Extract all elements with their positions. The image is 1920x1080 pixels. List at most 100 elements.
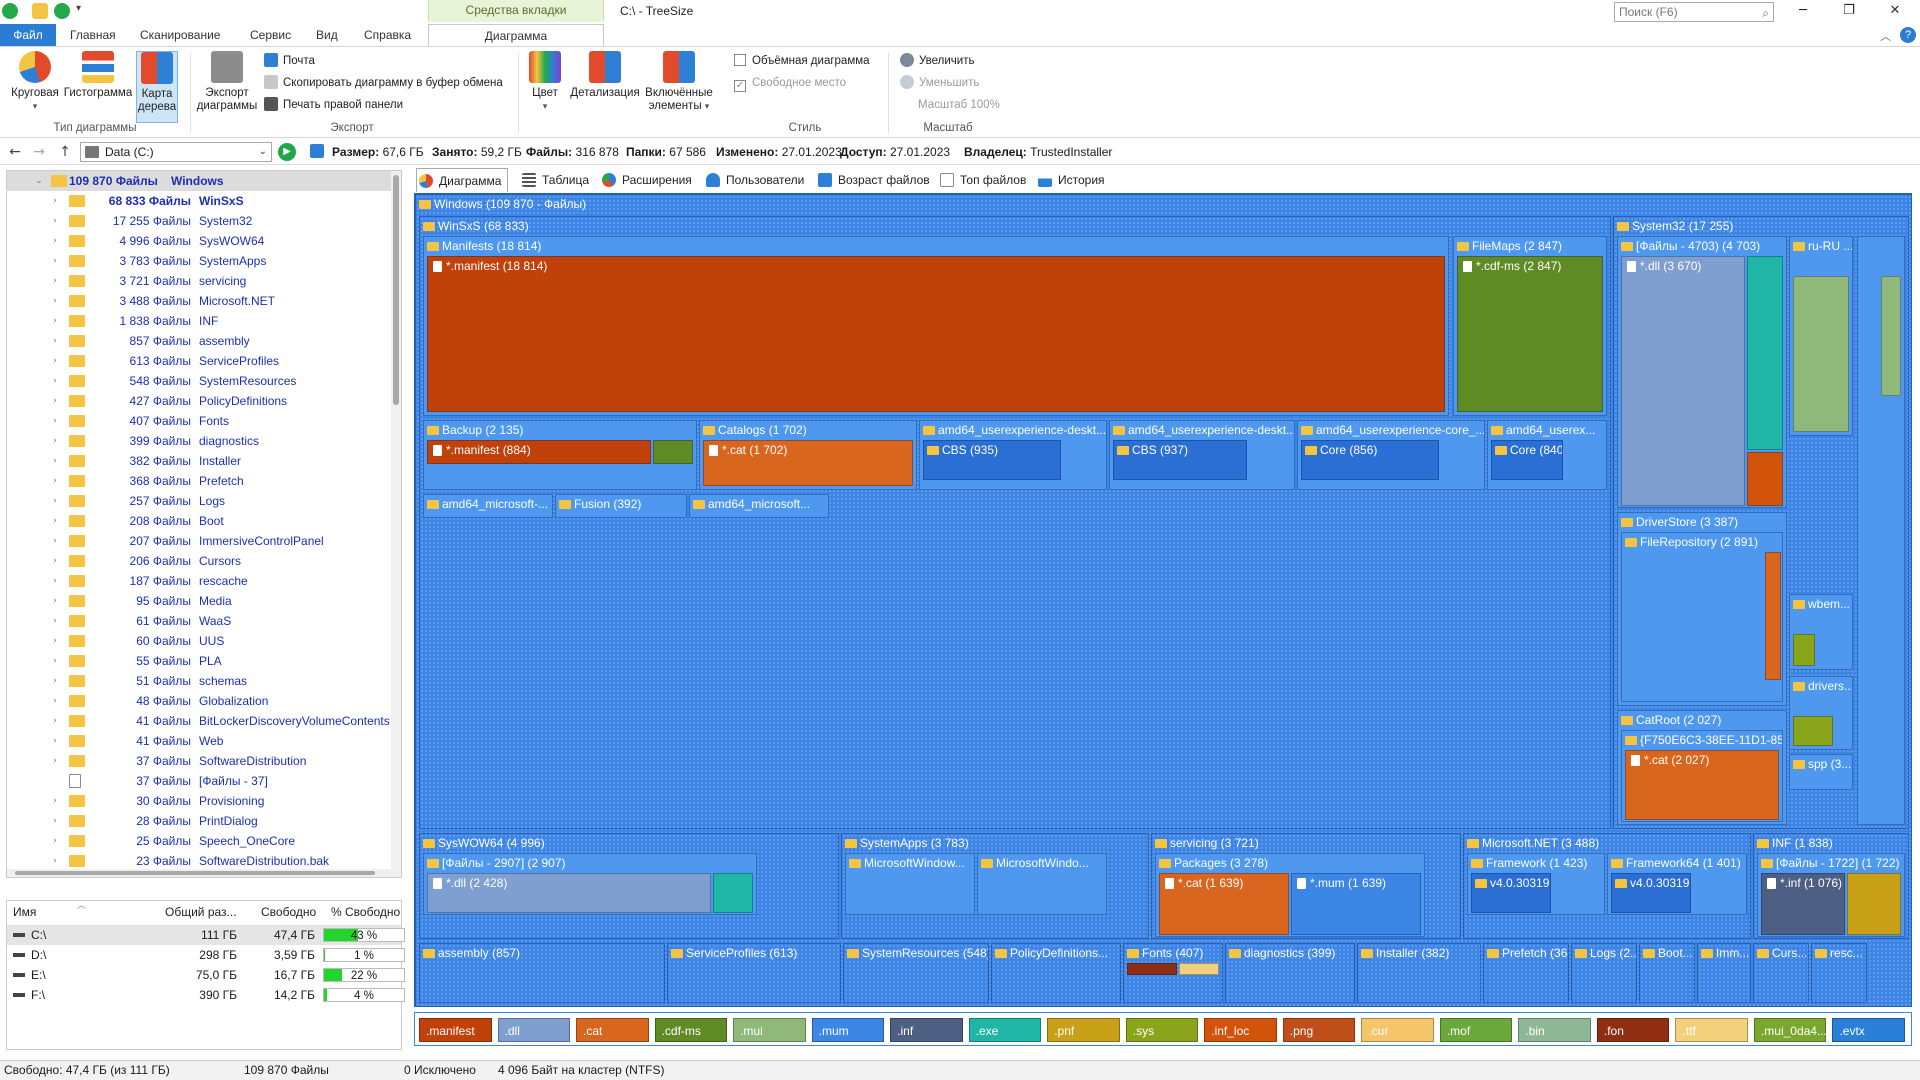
tree-item[interactable]: › 207 Файлы ImmersiveControlPanel [7,531,391,551]
up-arrow-icon[interactable]: ↑ [59,144,71,160]
treemap-block-core2[interactable]: Core (840) [1491,440,1563,480]
expand-icon[interactable]: › [53,636,57,646]
treemap-block-assembly[interactable]: assembly (857) [419,943,665,1003]
tab-diagram[interactable]: Диаграмма [428,24,604,46]
legend-item[interactable]: .exe [968,1018,1042,1042]
treemap-block-sys32-dll[interactable]: *.dll (3 670) [1621,256,1745,506]
tree-item[interactable]: › 257 Файлы Logs [7,491,391,511]
expand-icon[interactable]: › [53,516,57,526]
expand-icon[interactable]: › [53,376,57,386]
column-header-free[interactable]: Свободно [261,905,317,919]
treemap-block-prefetch[interactable]: Prefetch (368) [1483,943,1569,1003]
folder-icon[interactable] [32,3,48,19]
legend-item[interactable]: .evtx [1832,1018,1905,1042]
treemap-block-catroot-cat[interactable]: *.cat (2 027) [1625,750,1779,820]
treemap-block-imm[interactable]: Imm... [1697,943,1751,1003]
drive-row[interactable]: F:\ 390 ГБ 14,2 ГБ 4 % [7,985,405,1005]
tree-item[interactable]: › 399 Файлы diagnostics [7,431,391,451]
expand-icon[interactable]: › [53,616,57,626]
treemap-block-curs[interactable]: Curs... [1753,943,1809,1003]
treemap-block-fonts-fon[interactable] [1127,963,1177,975]
tree-item[interactable]: › 51 Файлы schemas [7,671,391,691]
expand-icon[interactable]: › [53,536,57,546]
treemap-block-cbs2[interactable]: CBS (937) [1113,440,1247,480]
legend-item[interactable]: .mui [733,1018,806,1042]
search-icon[interactable]: ⌕ [1762,6,1769,20]
tab-file-age[interactable]: Возраст файлов [816,168,930,192]
tree-item[interactable]: › 17 255 Файлы System32 [7,211,391,231]
treemap-block-amd-ms2[interactable]: amd64_microsoft... [689,494,829,518]
tree-item[interactable]: › 368 Файлы Prefetch [7,471,391,491]
treemap-block-cbs1[interactable]: CBS (935) [923,440,1061,480]
tab-top-files[interactable]: Топ файлов [938,168,1026,192]
drive-select[interactable]: Data (C:) ⌄ [80,142,272,162]
expand-icon[interactable]: › [53,496,57,506]
tree-item[interactable]: › 28 Файлы PrintDialog [7,811,391,831]
treemap-block-amd-ms1[interactable]: amd64_microsoft-... [423,494,553,518]
tree-item[interactable]: › 382 Файлы Installer [7,451,391,471]
tab-users[interactable]: Пользователи [704,168,804,192]
legend-item[interactable]: .mof [1439,1018,1513,1042]
treemap-block-syswow-dll[interactable]: *.dll (2 428) [427,873,711,913]
expand-icon[interactable]: › [53,316,57,326]
treemap-block-sys32-exe[interactable] [1747,256,1783,450]
tab-table[interactable]: Таблица [520,168,589,192]
drive-row[interactable]: E:\ 75,0 ГБ 16,7 ГБ 22 % [7,965,405,985]
legend-item[interactable]: .sys [1125,1018,1199,1042]
expand-icon[interactable]: › [53,836,57,846]
expand-icon[interactable]: › [53,256,57,266]
color-button[interactable]: Цвет ▾ [524,51,566,113]
legend-item[interactable]: .cat [576,1018,649,1042]
treemap-block-mswindow1[interactable]: MicrosoftWindow... [845,853,975,915]
drive-row[interactable]: C:\ 111 ГБ 47,4 ГБ 43 % [7,925,405,945]
legend-item[interactable]: .bin [1518,1018,1591,1042]
folder-tree[interactable]: ⌄ 109 870 Файлы Windows › 68 833 Файлы Win… [6,170,402,878]
column-header-pct-free[interactable]: % Свободно [331,905,401,919]
legend-item[interactable]: .inf_loc [1204,1018,1277,1042]
refresh-icon[interactable] [54,3,70,19]
tree-item[interactable]: › 857 Файлы assembly [7,331,391,351]
expand-icon[interactable]: › [53,716,57,726]
expand-icon[interactable]: › [53,436,57,446]
expand-icon[interactable]: › [53,656,57,666]
treemap-block-fonts-ttf[interactable] [1179,963,1219,975]
treemap-block-diagnostics[interactable]: diagnostics (399) [1225,943,1355,1003]
tab-history[interactable]: История [1036,168,1105,192]
forward-arrow-icon[interactable]: → [33,144,45,160]
histogram-button[interactable]: Гистограмма [62,51,134,100]
tree-item[interactable]: › 206 Файлы Cursors [7,551,391,571]
tree-item[interactable]: › 3 783 Файлы SystemApps [7,251,391,271]
tree-item[interactable]: › 60 Файлы UUS [7,631,391,651]
tree-item[interactable]: › 41 Файлы BitLockerDiscoveryVolumeContent… [7,711,391,731]
treemap-block-installer[interactable]: Installer (382) [1357,943,1481,1003]
tab-service[interactable]: Сервис [250,28,292,42]
treemap-block-side-green[interactable] [1881,276,1901,396]
expand-icon[interactable]: › [53,756,57,766]
legend-item[interactable]: .pnf [1047,1018,1120,1042]
treemap-block-cat-files[interactable]: *.cat (1 702) [703,440,913,486]
treemap-chart[interactable]: Windows (109 870 - Файлы) WinSxS (68 833… [414,193,1912,1007]
zoom-in-button[interactable]: Увеличить [900,52,974,70]
treemap-block-core1[interactable]: Core (856) [1301,440,1439,480]
mail-button[interactable]: Почта [264,52,315,70]
treemap-block-manifest-files[interactable]: *.manifest (18 814) [427,256,1445,412]
included-elements-button[interactable]: Включённые элементы ▾ [642,51,716,113]
treemap-block-backup-manifest[interactable]: *.manifest (884) [427,440,651,464]
treemap-block-mswindow2[interactable]: MicrosoftWindo... [977,853,1107,915]
tree-root[interactable]: ⌄ 109 870 Файлы Windows [7,171,391,191]
treemap-block-pkg-mum[interactable]: *.mum (1 639) [1291,873,1421,935]
expand-icon[interactable]: › [53,396,57,406]
tree-item[interactable]: › 30 Файлы Provisioning [7,791,391,811]
treemap-block-systemresources[interactable]: SystemResources (548) [843,943,989,1003]
search-input[interactable]: Поиск (F6) ⌕ [1614,2,1774,22]
treemap-block-fusion[interactable]: Fusion (392) [555,494,687,518]
expand-icon[interactable]: › [53,276,57,286]
tree-item[interactable]: › 187 Файлы rescache [7,571,391,591]
scrollbar-thumb[interactable] [393,175,399,405]
treemap-block-drivers-sys[interactable] [1793,716,1833,746]
legend-item[interactable]: .ttf [1675,1018,1748,1042]
tree-item[interactable]: › 3 721 Файлы servicing [7,271,391,291]
column-header-total[interactable]: Общий раз... [165,905,237,919]
treemap-block-serviceprofiles[interactable]: ServiceProfiles (613) [667,943,841,1003]
expand-icon[interactable]: › [53,296,57,306]
